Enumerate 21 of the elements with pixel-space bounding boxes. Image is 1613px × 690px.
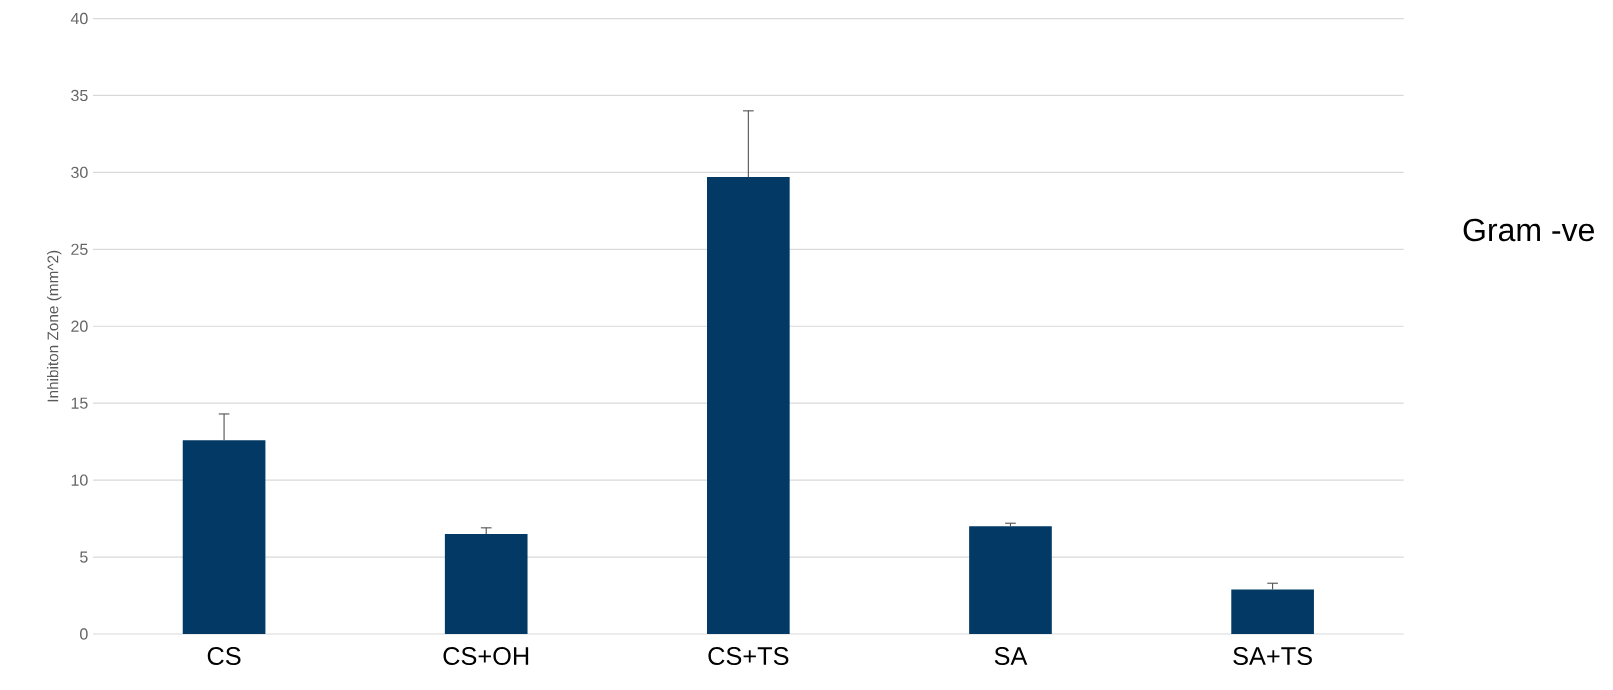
y-tick-label: 20: [71, 320, 88, 332]
y-tick-label: 35: [71, 89, 88, 102]
bar: [707, 177, 790, 634]
y-tick-label: 5: [80, 551, 88, 563]
x-tick-label: SA+TS: [1233, 647, 1312, 666]
bar: [182, 440, 266, 634]
y-tick-label: 30: [71, 166, 88, 179]
y-tick-label: 40: [70, 12, 88, 25]
y-tick-label: 10: [71, 474, 88, 486]
y-tick-label: 0: [80, 628, 88, 640]
bar: [444, 533, 528, 634]
bar: [969, 526, 1052, 634]
y-tick-label: 15: [71, 397, 88, 409]
x-tick-label: SA: [994, 647, 1028, 666]
x-tick-label: CS: [207, 647, 241, 666]
x-tick-label: CS+OH: [443, 647, 529, 666]
bar: [1231, 589, 1314, 634]
y-tick-label: 25: [71, 243, 88, 255]
text: Gram -ve: [1463, 218, 1594, 242]
y-axis-title: Inhibiton Zone (mm^2): [47, 250, 62, 402]
x-tick-label: CS+TS: [708, 647, 789, 666]
